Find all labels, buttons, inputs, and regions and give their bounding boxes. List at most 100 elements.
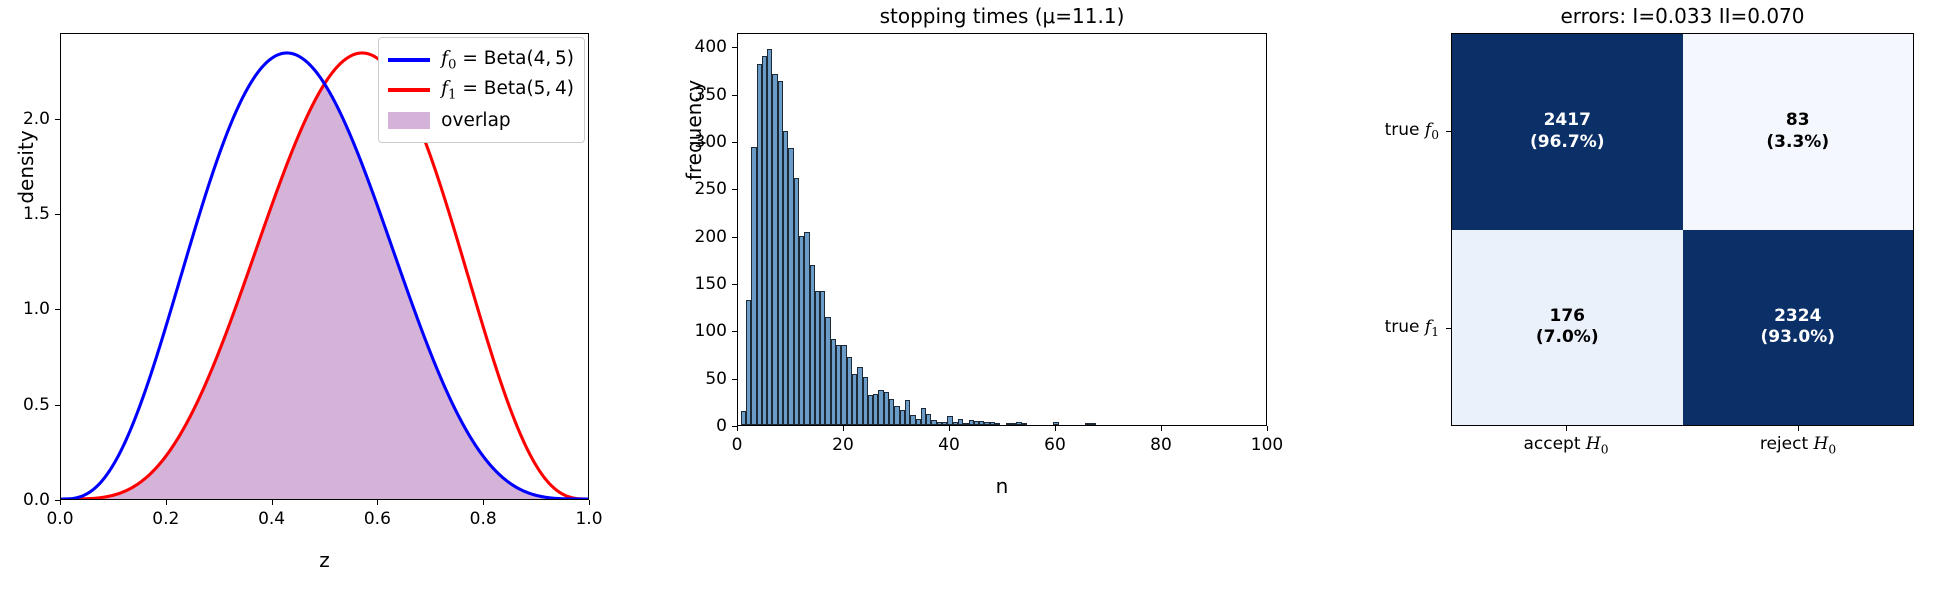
histogram-bar <box>899 409 905 425</box>
histogram-bar <box>889 399 895 425</box>
cm-count: 83 <box>1785 110 1810 130</box>
densities-ytick-mark-1 <box>55 404 60 406</box>
histogram-bar <box>963 423 969 425</box>
errors-xticklabel-accept: accept H0 <box>1523 434 1609 457</box>
stopping-times-xtick-mark-1 <box>843 426 845 431</box>
legend-item-f1[interactable]: f1 = Beta(5, 4) <box>388 75 574 105</box>
cm-cell-true-f0-reject[interactable]: 83 (3.3%) <box>1682 34 1913 230</box>
densities-xticklabel-4: 0.8 <box>469 509 497 529</box>
stopping-times-yticklabel-1: 50 <box>705 368 727 389</box>
errors-title: errors: I=0.033 II=0.070 <box>1560 4 1805 28</box>
stopping-times-xtick-mark-5 <box>1267 426 1269 431</box>
histogram-bar <box>984 422 990 425</box>
histogram-bar <box>904 400 911 425</box>
histogram-bar <box>947 416 953 425</box>
confusion-matrix-grid: 2417 (96.7%) 83 (3.3%) 176 (7.0%) 2324 (… <box>1452 34 1913 425</box>
densities-legend: f0 = Beta(4, 5) f1 = Beta(5, 4) overlap <box>378 37 585 143</box>
stopping-times-xticklabel-4: 80 <box>1150 435 1172 455</box>
histogram-bar <box>894 406 900 425</box>
histogram-bar <box>957 419 964 425</box>
densities-ytick-mark-3 <box>55 214 60 216</box>
histogram-bar <box>915 419 921 425</box>
cm-cell-true-f0-accept[interactable]: 2417 (96.7%) <box>1452 34 1683 230</box>
cm-cell-true-f1-reject[interactable]: 2324 (93.0%) <box>1682 229 1913 425</box>
histogram-bar <box>1085 423 1091 425</box>
overlap-fill-area <box>61 83 588 499</box>
cm-count: 2417 <box>1543 110 1591 130</box>
legend-label-f0: f0 = Beta(4, 5) <box>441 47 574 73</box>
histogram-bar <box>1053 422 1059 425</box>
histogram-bar <box>740 410 746 425</box>
densities-xtick-mark-1 <box>165 500 167 505</box>
legend-item-overlap[interactable]: overlap <box>388 105 574 135</box>
cm-cell-true-f1-accept[interactable]: 176 (7.0%) <box>1452 229 1683 425</box>
stopping-times-xtick-mark-0 <box>737 426 739 431</box>
densities-xtick-mark-3 <box>377 500 379 505</box>
stopping-times-ytick-mark-1 <box>732 378 737 380</box>
errors-yticklabel-true-f1: true f1 <box>1384 316 1439 340</box>
f0-curve <box>61 51 588 499</box>
cm-count: 2324 <box>1774 305 1822 326</box>
densities-xtick-mark-5 <box>589 500 591 505</box>
errors-axes: 2417 (96.7%) 83 (3.3%) 176 (7.0%) 2324 (… <box>1451 33 1914 426</box>
densities-xticklabel-3: 0.6 <box>363 509 391 529</box>
histogram-bar <box>798 235 805 425</box>
histogram-bar <box>973 421 980 425</box>
histogram-bar <box>783 130 789 425</box>
cm-percent: (96.7%) <box>1529 131 1605 152</box>
histogram-bar <box>841 345 847 425</box>
legend-patch-swatch-overlap <box>388 111 431 129</box>
histogram-bar <box>857 367 863 425</box>
stopping-times-ytick-mark-0 <box>732 426 737 428</box>
histogram-bar <box>745 300 752 425</box>
histogram-bar <box>936 422 943 425</box>
densities-xticklabel-0: 0.0 <box>46 509 74 529</box>
stopping-times-yticklabel-2: 100 <box>694 321 727 342</box>
legend-item-f0[interactable]: f0 = Beta(4, 5) <box>388 45 574 75</box>
stopping-times-xtick-mark-2 <box>949 426 951 431</box>
histogram-bar <box>1090 423 1096 425</box>
densities-xticklabel-2: 0.4 <box>258 509 286 529</box>
histogram-bar <box>989 422 996 425</box>
histogram-bar <box>756 64 762 425</box>
stopping-times-ytick-mark-7 <box>732 94 737 96</box>
histogram-bar <box>1010 423 1017 425</box>
histogram-bar <box>820 291 826 425</box>
histogram-bar <box>836 345 842 425</box>
densities-curves <box>61 51 588 499</box>
cm-count: 176 <box>1549 305 1586 326</box>
errors-ytick-mark-1 <box>1446 328 1451 330</box>
histogram-bar <box>777 81 784 425</box>
stopping-times-ytick-mark-2 <box>732 331 737 333</box>
stopping-times-ytick-mark-5 <box>732 189 737 191</box>
stopping-times-ytick-mark-4 <box>732 236 737 238</box>
histogram-bar <box>920 407 927 425</box>
stopping-times-xtick-mark-3 <box>1055 426 1057 431</box>
stopping-times-yticklabel-0: 0 <box>716 416 727 436</box>
histogram-bar <box>809 264 815 425</box>
histogram-bar <box>1016 422 1022 425</box>
stopping-times-yticklabel-6: 300 <box>694 131 727 152</box>
histogram-bar <box>772 73 778 425</box>
histogram-bar <box>873 393 879 425</box>
histogram-bar <box>883 391 890 425</box>
stopping-times-yticklabel-3: 150 <box>694 273 727 294</box>
histogram-bar <box>814 290 821 425</box>
densities-ytick-mark-2 <box>55 309 60 311</box>
histogram-bar <box>867 394 874 425</box>
stopping-times-xticklabel-5: 100 <box>1250 435 1284 455</box>
histogram-bar <box>846 356 852 425</box>
densities-xticklabel-5: 1.0 <box>575 509 603 529</box>
stopping-times-title: stopping times (μ=11.1) <box>879 4 1125 28</box>
densities-yticklabel-4: 2.0 <box>22 108 50 129</box>
histogram-bar <box>931 420 937 425</box>
histogram-bar <box>751 146 757 425</box>
errors-yticklabel-true-f0: true f0 <box>1384 119 1439 143</box>
histogram-bar <box>910 414 916 425</box>
histogram-bar <box>851 373 858 425</box>
histogram-bar <box>804 231 810 425</box>
stopping-times-xticklabel-0: 0 <box>731 435 743 455</box>
densities-axes: f0 = Beta(4, 5) f1 = Beta(5, 4) overlap <box>60 33 589 500</box>
densities-xtick-mark-4 <box>483 500 485 505</box>
